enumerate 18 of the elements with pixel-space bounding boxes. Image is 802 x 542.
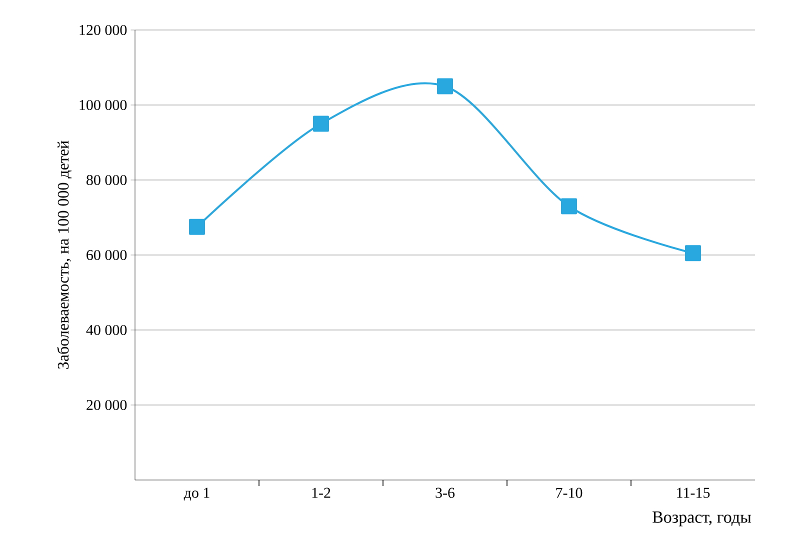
x-tick-label: 7-10: [556, 488, 582, 498]
x-axis-title: Возраст, годы: [652, 512, 752, 526]
point: [313, 116, 329, 132]
x-tick-label: до 1: [184, 488, 210, 501]
y-axis-title: Заболеваемость, на 100 000 детей: [57, 140, 72, 369]
y-tick-label: 60 000: [86, 250, 127, 260]
y-tick-label: 80 000: [86, 174, 127, 186]
point: [437, 78, 454, 94]
x-tick-label: 1-2: [312, 488, 330, 498]
point: [685, 245, 701, 262]
y-tick-label: 120 000: [80, 24, 127, 36]
y-tick-label: 40 000: [86, 324, 127, 336]
point: [561, 198, 577, 214]
point: [189, 218, 206, 235]
x-tick-label: 11-15: [677, 488, 710, 498]
y-tick-label: 20 000: [86, 400, 127, 410]
y-tick-label: 100 000: [80, 100, 127, 110]
x-tick-label: 3-6: [436, 488, 455, 498]
